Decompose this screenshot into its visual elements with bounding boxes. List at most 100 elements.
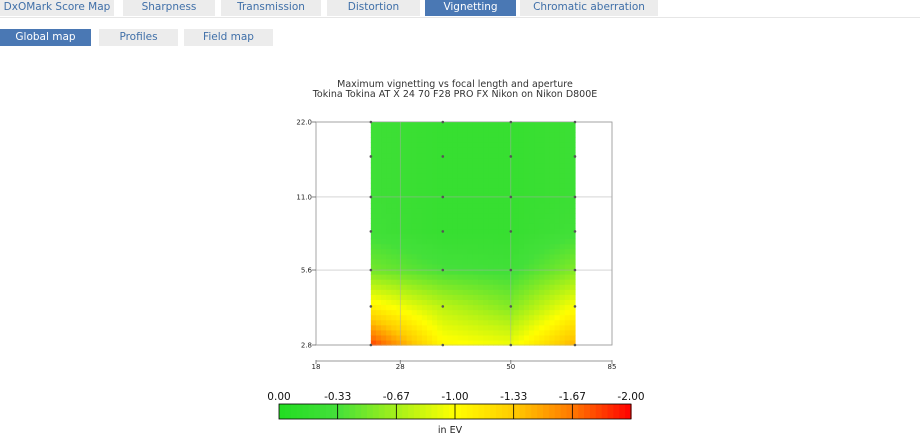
- heatmap-cell: [508, 137, 515, 143]
- heatmap-cell: [554, 192, 561, 199]
- heatmap-cell: [457, 284, 464, 290]
- heatmap-cell: [498, 304, 505, 311]
- heatmap-cell: [381, 162, 387, 169]
- subtab-profiles[interactable]: Profiles: [99, 29, 178, 46]
- heatmap-cell: [452, 304, 459, 311]
- heatmap-cell: [569, 177, 576, 184]
- heatmap-cell: [381, 339, 387, 346]
- measurement-point: [441, 195, 445, 199]
- heatmap-cell: [462, 208, 469, 214]
- tab-transmission[interactable]: Transmission: [221, 0, 321, 16]
- heatmap-cell: [534, 274, 540, 280]
- heatmap-cell: [432, 147, 438, 154]
- heatmap-cell: [554, 167, 561, 174]
- heatmap-cell: [523, 258, 530, 265]
- heatmap-cell: [518, 294, 525, 300]
- heatmap-cell: [452, 177, 459, 184]
- heatmap-cell: [513, 218, 520, 224]
- heatmap-cell: [559, 279, 566, 285]
- heatmap-cell: [411, 177, 418, 184]
- heatmap-cell: [554, 162, 561, 169]
- heatmap-cell: [411, 334, 418, 341]
- heatmap-cell: [416, 334, 423, 341]
- heatmap-cell: [493, 304, 500, 311]
- heatmap-cell: [401, 177, 408, 184]
- heatmap-cell: [508, 233, 515, 240]
- heatmap-cell: [569, 329, 576, 336]
- heatmap-cell: [406, 314, 413, 321]
- heatmap-cell: [559, 167, 566, 174]
- heatmap-cell: [559, 319, 566, 326]
- heatmap-cell: [421, 258, 428, 265]
- heatmap-cell: [432, 334, 438, 341]
- heatmap-cell: [452, 233, 459, 240]
- heatmap-cell: [523, 142, 530, 148]
- heatmap-cell: [544, 213, 551, 219]
- heatmap-cell: [406, 132, 413, 138]
- heatmap-cell: [421, 152, 428, 159]
- heatmap-cell: [569, 279, 576, 285]
- heatmap-cell: [503, 263, 510, 270]
- heatmap-cell: [386, 132, 392, 138]
- heatmap-cell: [529, 198, 535, 204]
- heatmap-cell: [381, 233, 387, 240]
- heatmap-cell: [442, 198, 449, 204]
- tab-vignetting[interactable]: Vignetting: [425, 0, 516, 16]
- heatmap-cell: [503, 182, 510, 189]
- heatmap-cell: [416, 279, 423, 285]
- heatmap-cell: [539, 167, 545, 174]
- heatmap-cell: [549, 304, 556, 311]
- heatmap-cell: [478, 309, 484, 316]
- heatmap-cell: [518, 284, 525, 290]
- tab-distortion[interactable]: Distortion: [327, 0, 420, 16]
- heatmap-cell: [391, 142, 397, 148]
- heatmap-cell: [391, 177, 397, 184]
- heatmap-cell: [508, 339, 515, 346]
- heatmap-cell: [544, 167, 551, 174]
- heatmap-cell: [488, 142, 494, 148]
- colorbar-label: 0.00: [267, 391, 290, 403]
- heatmap-cell: [370, 258, 377, 265]
- subtab-field-map[interactable]: Field map: [184, 29, 273, 46]
- heatmap-cell: [518, 319, 525, 326]
- heatmap-cell: [421, 187, 428, 194]
- heatmap-cell: [406, 167, 413, 174]
- colorbar-segment: [425, 404, 433, 419]
- tab-dxomark-score-map[interactable]: DxOMark Score Map: [0, 0, 114, 16]
- heatmap-cell: [375, 132, 382, 138]
- heatmap-cell: [559, 263, 566, 270]
- heatmap-cell: [406, 309, 413, 316]
- colorbar-label: -1.67: [559, 391, 586, 403]
- heatmap-cell: [457, 142, 464, 148]
- heatmap-cell: [508, 172, 515, 179]
- heatmap-cell: [437, 284, 443, 290]
- heatmap-cell: [549, 203, 556, 209]
- subtab-global-map[interactable]: Global map: [0, 29, 91, 46]
- heatmap-cell: [539, 258, 545, 265]
- heatmap-cell: [569, 187, 576, 194]
- heatmap-cell: [370, 208, 377, 214]
- heatmap-cell: [411, 248, 418, 255]
- heatmap-cell: [467, 218, 474, 224]
- heatmap-cell: [452, 137, 459, 143]
- heatmap-cell: [549, 329, 556, 336]
- heatmap-cell: [396, 284, 403, 290]
- heatmap-cell: [391, 152, 397, 159]
- heatmap-cell: [396, 198, 403, 204]
- heatmap-cell: [386, 228, 392, 235]
- heatmap-cell: [523, 122, 530, 128]
- heatmap-cell: [375, 218, 382, 224]
- heatmap-cell: [386, 162, 392, 169]
- heatmap-cell: [508, 314, 515, 321]
- heatmap-cell: [462, 289, 469, 295]
- heatmap-cell: [401, 182, 408, 189]
- heatmap-cell: [554, 198, 561, 204]
- tab-sharpness[interactable]: Sharpness: [123, 0, 215, 16]
- heatmap-cell: [421, 329, 428, 336]
- tab-chromatic-aberration[interactable]: Chromatic aberration: [520, 0, 658, 16]
- heatmap-cell: [416, 172, 423, 179]
- heatmap-cell: [467, 279, 474, 285]
- heatmap-cell: [518, 253, 525, 260]
- heatmap-cell: [370, 142, 377, 148]
- heatmap-cell: [391, 309, 397, 316]
